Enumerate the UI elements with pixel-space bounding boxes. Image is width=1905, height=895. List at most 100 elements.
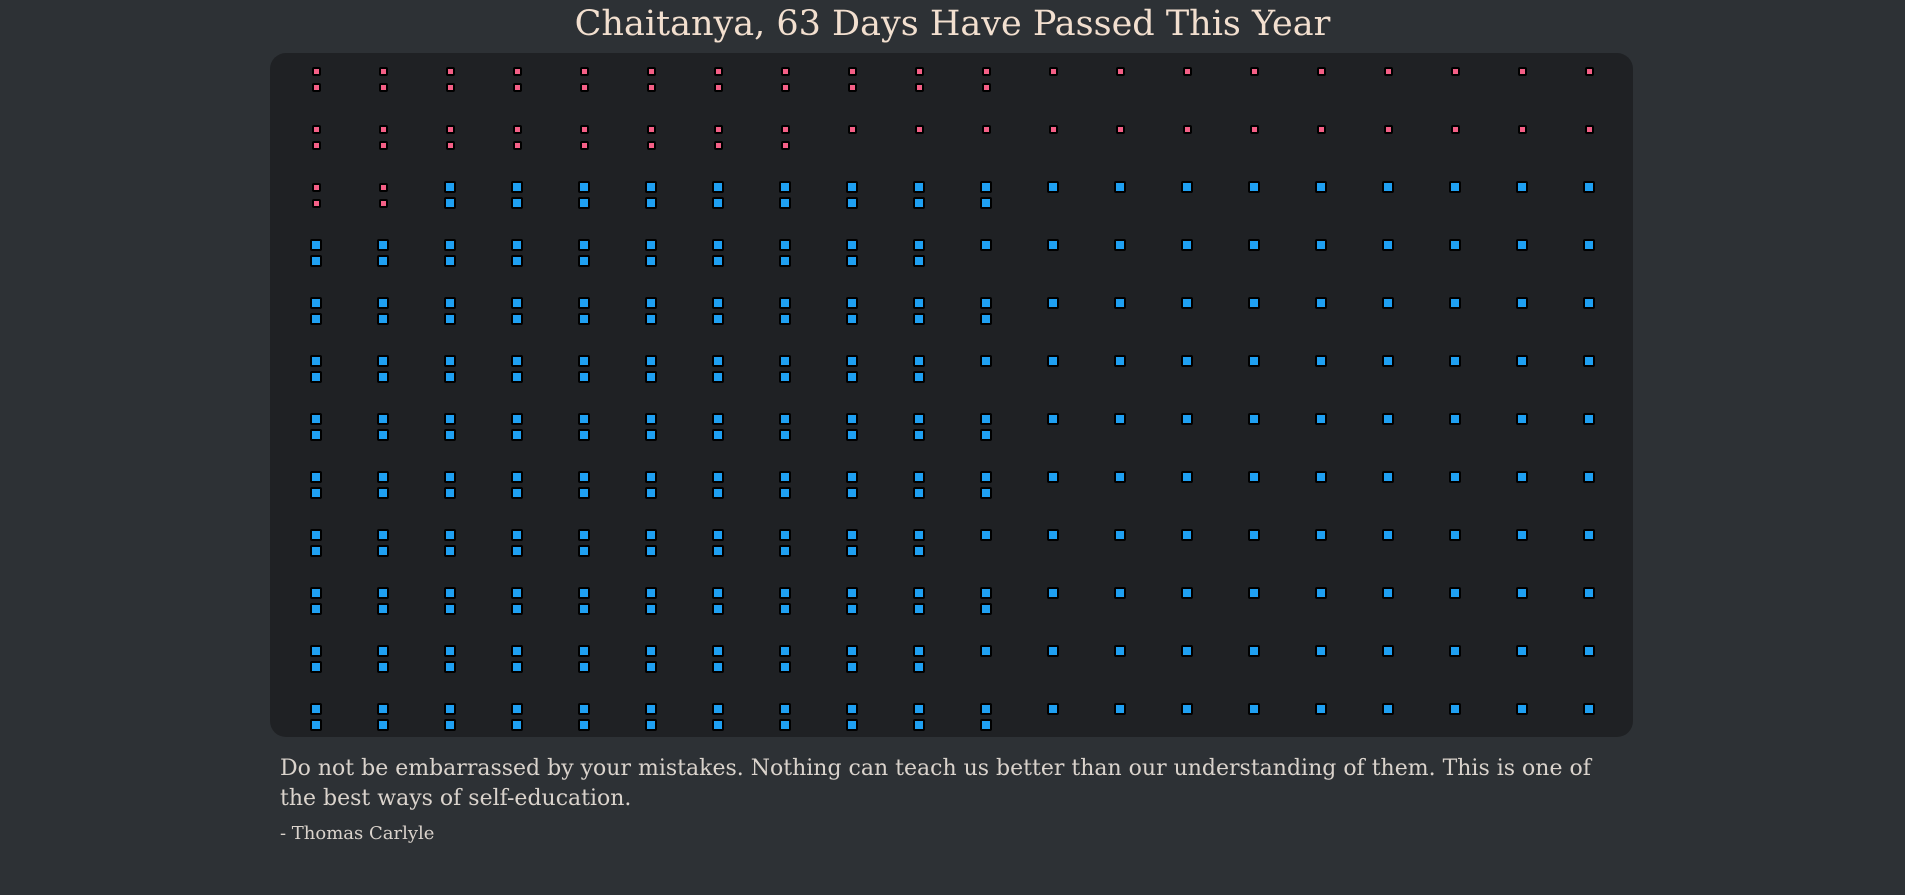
day-dot [980, 529, 992, 541]
day-dot [1248, 297, 1260, 309]
day-dot [377, 661, 389, 673]
day-dot [779, 587, 791, 599]
day-dot [445, 82, 455, 92]
day-dot [1383, 124, 1393, 134]
day-dot [713, 66, 723, 76]
day-dot [378, 124, 388, 134]
day-dot [847, 82, 857, 92]
day-dot [847, 124, 857, 134]
day-dot [511, 413, 523, 425]
day-dot [1182, 124, 1192, 134]
day-dot [1517, 124, 1527, 134]
day-dot [913, 703, 925, 715]
day-dot [511, 603, 523, 615]
day-dot [1047, 355, 1059, 367]
day-dot [310, 603, 322, 615]
day-dot [1181, 471, 1193, 483]
day-dot [377, 703, 389, 715]
day-dot [578, 487, 590, 499]
day-dot [1315, 529, 1327, 541]
day-dot [377, 487, 389, 499]
day-dot [377, 255, 389, 267]
day-dot [377, 413, 389, 425]
day-dot [846, 529, 858, 541]
day-dot [981, 124, 991, 134]
day-dot [712, 413, 724, 425]
day-dot [1048, 66, 1058, 76]
day-dot [1315, 181, 1327, 193]
day-dot [846, 413, 858, 425]
day-dot [1114, 413, 1126, 425]
day-dot [1047, 413, 1059, 425]
day-dot [444, 371, 456, 383]
day-dot [980, 603, 992, 615]
day-dot [578, 529, 590, 541]
day-dot [1382, 529, 1394, 541]
day-dot [646, 124, 656, 134]
day-dot [444, 545, 456, 557]
day-dot [1583, 587, 1595, 599]
day-dot [1181, 297, 1193, 309]
day-dot [578, 197, 590, 209]
day-dot [1315, 471, 1327, 483]
day-dot [377, 529, 389, 541]
day-dot [310, 429, 322, 441]
day-dot [1181, 587, 1193, 599]
day-dot [310, 413, 322, 425]
day-dot [846, 181, 858, 193]
day-dot [1382, 355, 1394, 367]
day-dot [1450, 124, 1460, 134]
day-dot [1047, 239, 1059, 251]
day-dot [512, 140, 522, 150]
day-dot [914, 82, 924, 92]
day-dot [1583, 239, 1595, 251]
day-dot [1315, 645, 1327, 657]
year-days-grid [270, 53, 1633, 737]
day-dot [1516, 529, 1528, 541]
day-dot [980, 239, 992, 251]
day-dot [645, 587, 657, 599]
day-dot [311, 124, 321, 134]
day-dot [377, 645, 389, 657]
day-dot [579, 124, 589, 134]
day-dot [444, 471, 456, 483]
day-dot [779, 471, 791, 483]
day-dot [645, 603, 657, 615]
day-dot [378, 182, 388, 192]
day-dot [980, 297, 992, 309]
day-dot [445, 66, 455, 76]
day-dot [645, 297, 657, 309]
day-dot [645, 197, 657, 209]
day-dot [1182, 66, 1192, 76]
day-dot [578, 703, 590, 715]
day-dot [578, 255, 590, 267]
day-dot [377, 545, 389, 557]
day-dot [1115, 66, 1125, 76]
day-dot [1248, 355, 1260, 367]
day-dot [1181, 181, 1193, 193]
day-dot [913, 181, 925, 193]
day-dot [511, 297, 523, 309]
quote-text: Do not be embarrassed by your mistakes. … [280, 756, 1591, 811]
day-dot [980, 413, 992, 425]
day-dot [511, 719, 523, 731]
day-dot [444, 661, 456, 673]
day-dot [780, 140, 790, 150]
day-dot [914, 66, 924, 76]
day-dot [511, 587, 523, 599]
day-dot [645, 413, 657, 425]
day-dot [578, 355, 590, 367]
day-dot [1047, 181, 1059, 193]
day-dot [645, 239, 657, 251]
day-dot [1114, 529, 1126, 541]
day-dot [1181, 413, 1193, 425]
day-dot [578, 603, 590, 615]
day-dot [311, 198, 321, 208]
day-dot [444, 703, 456, 715]
day-dot [511, 371, 523, 383]
day-dot [645, 471, 657, 483]
day-dot [1516, 645, 1528, 657]
day-dot [1583, 645, 1595, 657]
day-dot [712, 239, 724, 251]
day-dot [779, 255, 791, 267]
